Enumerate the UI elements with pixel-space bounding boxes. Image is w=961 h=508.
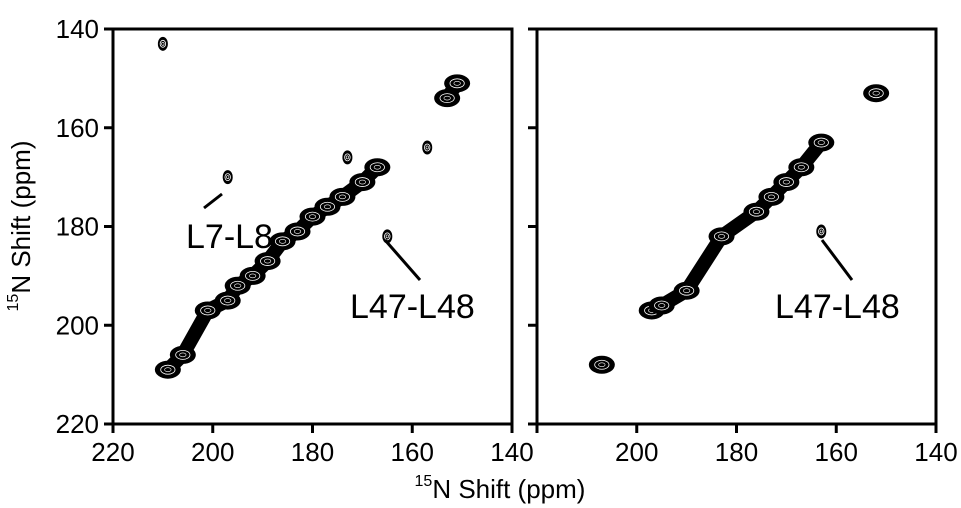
y-axis-title-text: N Shift (ppm) — [6, 141, 36, 294]
peak — [329, 187, 356, 206]
left-annotations: L7-L8 L47-L48 — [186, 192, 475, 326]
peak — [222, 170, 233, 185]
x-tick-label: 200 — [191, 437, 234, 467]
x-tick-label: 180 — [715, 437, 758, 467]
x-tick-label: 140 — [490, 437, 533, 467]
x-tick-label: 140 — [914, 437, 957, 467]
x-tick-label: 220 — [91, 437, 134, 467]
y-tick-label: 200 — [56, 310, 99, 340]
peak — [758, 187, 785, 206]
annotation-label: L47-L48 — [775, 288, 900, 326]
x-tick-label: 160 — [815, 437, 858, 467]
y-axis-title: 15N Shift (ppm) — [5, 141, 36, 312]
x-tick-label: 180 — [291, 437, 334, 467]
peak — [743, 202, 770, 221]
peak — [154, 360, 181, 379]
peak — [194, 301, 221, 320]
annotation-label: L7-L8 — [186, 218, 273, 256]
peak — [422, 140, 433, 155]
y-tick-label: 160 — [56, 113, 99, 143]
annotation-label: L47-L48 — [350, 288, 475, 326]
peak — [863, 84, 890, 103]
annotation-leader-line — [383, 239, 422, 281]
right-peak-group — [588, 84, 890, 374]
annotation-leader-line — [203, 192, 223, 210]
left-y-ticks: 140 160 180 200 220 — [56, 14, 113, 439]
diagonal-ridge-segment — [679, 229, 729, 298]
peak — [239, 266, 266, 285]
peak — [382, 229, 393, 244]
peak — [169, 345, 196, 364]
peak — [349, 173, 376, 192]
right-x-ticks: 200 180 160 140 — [535, 424, 958, 467]
x-tick-label: 200 — [615, 437, 658, 467]
peak — [364, 158, 391, 177]
left-panel: 220 200 180 160 140 140 160 180 200 220 L7-L8 L47… — [56, 14, 534, 467]
peak — [342, 150, 353, 165]
peak — [444, 74, 471, 93]
peak — [254, 252, 281, 271]
peak — [648, 296, 675, 315]
left-x-ticks: 220 200 180 160 140 — [91, 424, 534, 467]
peak — [588, 355, 615, 374]
peak — [284, 222, 311, 241]
x-axis-title: 15N Shift (ppm) — [415, 473, 586, 504]
peak — [157, 36, 168, 51]
y-tick-label: 140 — [56, 14, 99, 44]
right-annotations: L47-L48 — [775, 239, 900, 326]
peak — [214, 291, 241, 310]
y-axis-title-superscript: 15 — [5, 294, 22, 312]
y-tick-label: 220 — [56, 409, 99, 439]
peak — [808, 133, 835, 152]
x-tick-label: 160 — [391, 437, 434, 467]
y-tick-label: 180 — [56, 212, 99, 242]
peak — [434, 89, 461, 108]
annotation-leader-line — [820, 239, 854, 281]
x-axis-title-text: N Shift (ppm) — [432, 474, 585, 504]
peak — [708, 227, 735, 246]
left-peak-group — [154, 36, 471, 379]
right-panel: 200 180 160 140 L47-L48 — [528, 27, 958, 467]
peak — [673, 281, 700, 300]
x-axis-title-superscript: 15 — [415, 473, 433, 490]
right-y-ticks — [528, 27, 537, 426]
peak — [816, 224, 827, 239]
peak — [788, 158, 815, 177]
peak — [773, 173, 800, 192]
